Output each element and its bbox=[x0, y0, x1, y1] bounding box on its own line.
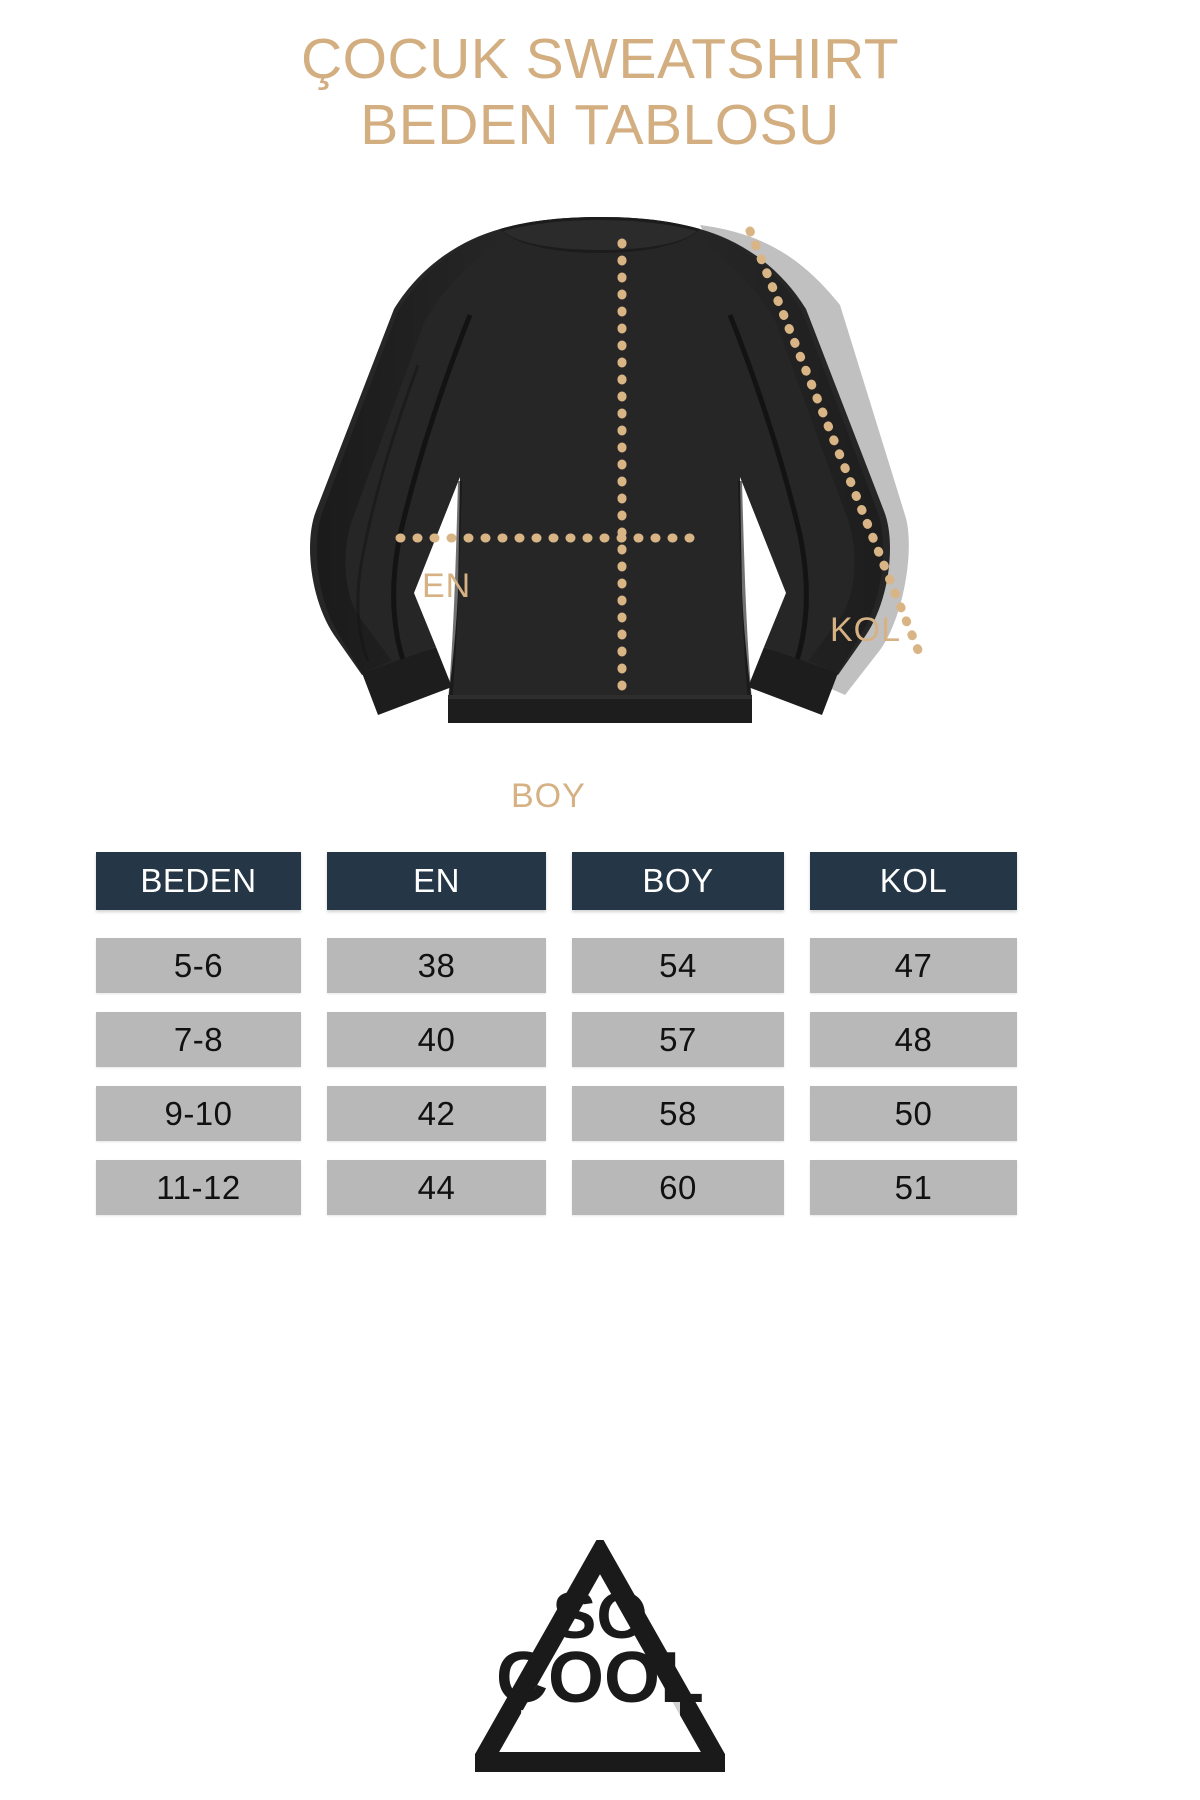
table-header-kol: KOL bbox=[810, 852, 1017, 910]
cell-kol: 51 bbox=[810, 1160, 1017, 1215]
logo-text-cool: COOL bbox=[496, 1638, 704, 1718]
cell-boy: 54 bbox=[572, 938, 784, 993]
garment-body bbox=[310, 217, 890, 723]
cell-en: 38 bbox=[327, 938, 546, 993]
measure-label-width: EN bbox=[422, 567, 472, 605]
table-row: 5-6 38 54 47 bbox=[96, 938, 1106, 993]
cell-boy: 57 bbox=[572, 1012, 784, 1067]
logo-triangle bbox=[475, 1540, 725, 1772]
cell-beden: 9-10 bbox=[96, 1086, 301, 1141]
cell-boy: 58 bbox=[572, 1086, 784, 1141]
size-table: BEDEN EN BOY KOL 5-6 38 54 47 7-8 40 57 … bbox=[96, 852, 1106, 1215]
measure-label-length: BOY bbox=[511, 777, 586, 815]
sleeve-measure-line bbox=[745, 226, 927, 665]
cell-beden: 11-12 bbox=[96, 1160, 301, 1215]
table-row: 11-12 44 60 51 bbox=[96, 1160, 1106, 1215]
title-line-1: ÇOCUK SWEATSHIRT bbox=[300, 27, 900, 91]
table-header-boy: BOY bbox=[572, 852, 784, 910]
cell-kol: 50 bbox=[810, 1086, 1017, 1141]
table-row: 9-10 42 58 50 bbox=[96, 1086, 1106, 1141]
title-line-2: BEDEN TABLOSU bbox=[360, 93, 840, 157]
cell-beden: 5-6 bbox=[96, 938, 301, 993]
cell-en: 44 bbox=[327, 1160, 546, 1215]
cell-beden: 7-8 bbox=[96, 1012, 301, 1067]
logo-text-so: SO bbox=[552, 1578, 647, 1652]
cell-en: 42 bbox=[327, 1086, 546, 1141]
page-title: ÇOCUK SWEATSHIRT BEDEN TABLOSU bbox=[0, 26, 1200, 158]
measure-label-sleeve: KOL bbox=[830, 611, 902, 649]
table-header-row: BEDEN EN BOY KOL bbox=[96, 852, 1106, 910]
brand-logo: SO COOL bbox=[475, 1540, 725, 1775]
cell-kol: 47 bbox=[810, 938, 1017, 993]
cell-en: 40 bbox=[327, 1012, 546, 1067]
sweatshirt-illustration: EN BOY KOL bbox=[0, 195, 1200, 815]
table-header-en: EN bbox=[327, 852, 546, 910]
table-row: 7-8 40 57 48 bbox=[96, 1012, 1106, 1067]
cell-boy: 60 bbox=[572, 1160, 784, 1215]
cell-kol: 48 bbox=[810, 1012, 1017, 1067]
table-header-beden: BEDEN bbox=[96, 852, 301, 910]
